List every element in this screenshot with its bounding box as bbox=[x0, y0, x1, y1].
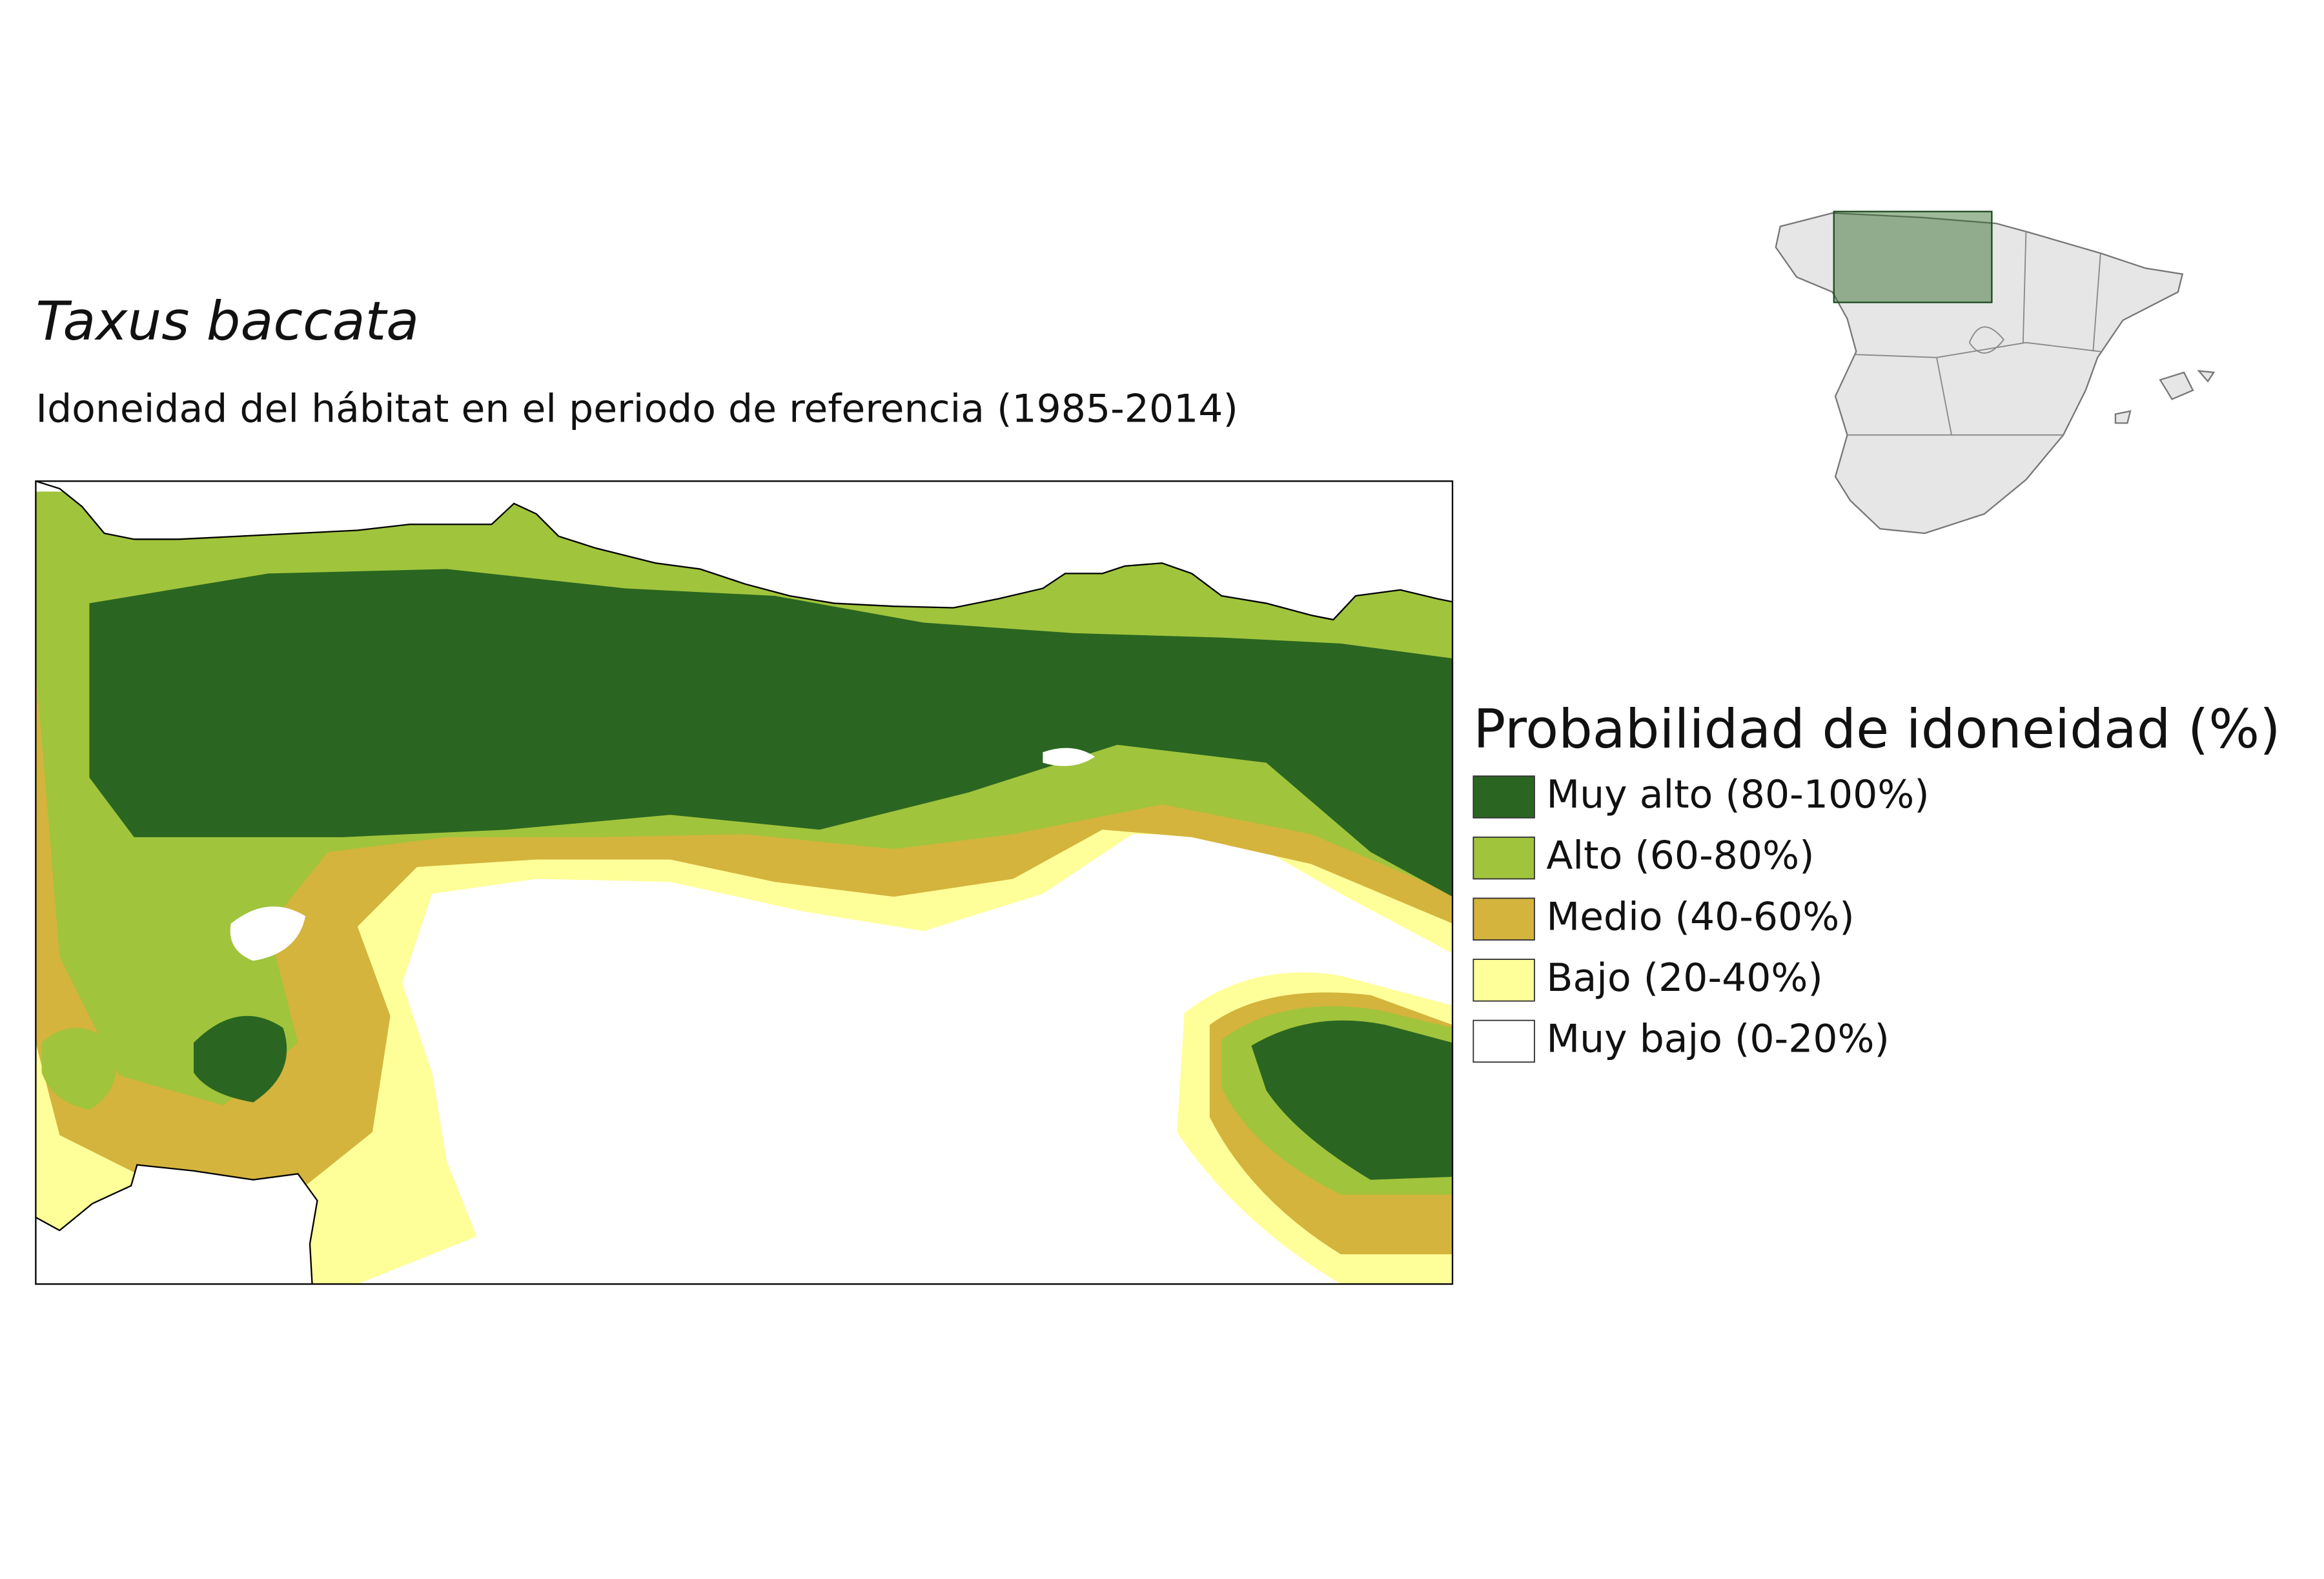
subtitle: Idoneidad del hábitat en el periodo de r… bbox=[36, 386, 1238, 431]
legend-swatch bbox=[1473, 1019, 1535, 1063]
legend-label: Medio (40-60%) bbox=[1546, 894, 1854, 939]
legend-label: Alto (60-80%) bbox=[1546, 833, 1814, 879]
legend-swatch bbox=[1473, 775, 1535, 819]
legend-swatch bbox=[1473, 959, 1535, 1002]
legend-label: Muy alto (80-100%) bbox=[1546, 772, 1929, 817]
map-frame bbox=[35, 480, 1454, 1285]
sea bbox=[36, 481, 1452, 621]
title: Taxus baccata bbox=[36, 290, 419, 352]
muy-alto-layer bbox=[89, 569, 1452, 1180]
legend: Probabilidad de idoneidad (%) Muy alto (… bbox=[1473, 698, 2281, 1063]
study-area-box bbox=[1833, 210, 1993, 303]
habitat-area bbox=[89, 569, 1452, 897]
legend-swatch bbox=[1473, 836, 1535, 880]
legend-swatch bbox=[1473, 897, 1535, 941]
spain-outline bbox=[1775, 212, 2184, 535]
locator-map bbox=[1775, 210, 2216, 535]
legend-label: Muy bajo (0-20%) bbox=[1546, 1017, 1890, 1062]
habitat-area bbox=[194, 1015, 287, 1103]
interior-gap bbox=[230, 906, 306, 961]
habitat-map bbox=[36, 481, 1452, 1285]
legend-label: Bajo (20-40%) bbox=[1546, 955, 1822, 1001]
habitat-area bbox=[41, 1028, 116, 1110]
habitat-area bbox=[1251, 1020, 1452, 1180]
portugal bbox=[36, 1164, 318, 1285]
interior-gap bbox=[1043, 748, 1096, 766]
region-borders bbox=[1847, 230, 2101, 436]
balearic-islands bbox=[2114, 370, 2216, 424]
legend-title: Probabilidad de idoneidad (%) bbox=[1473, 698, 2280, 760]
